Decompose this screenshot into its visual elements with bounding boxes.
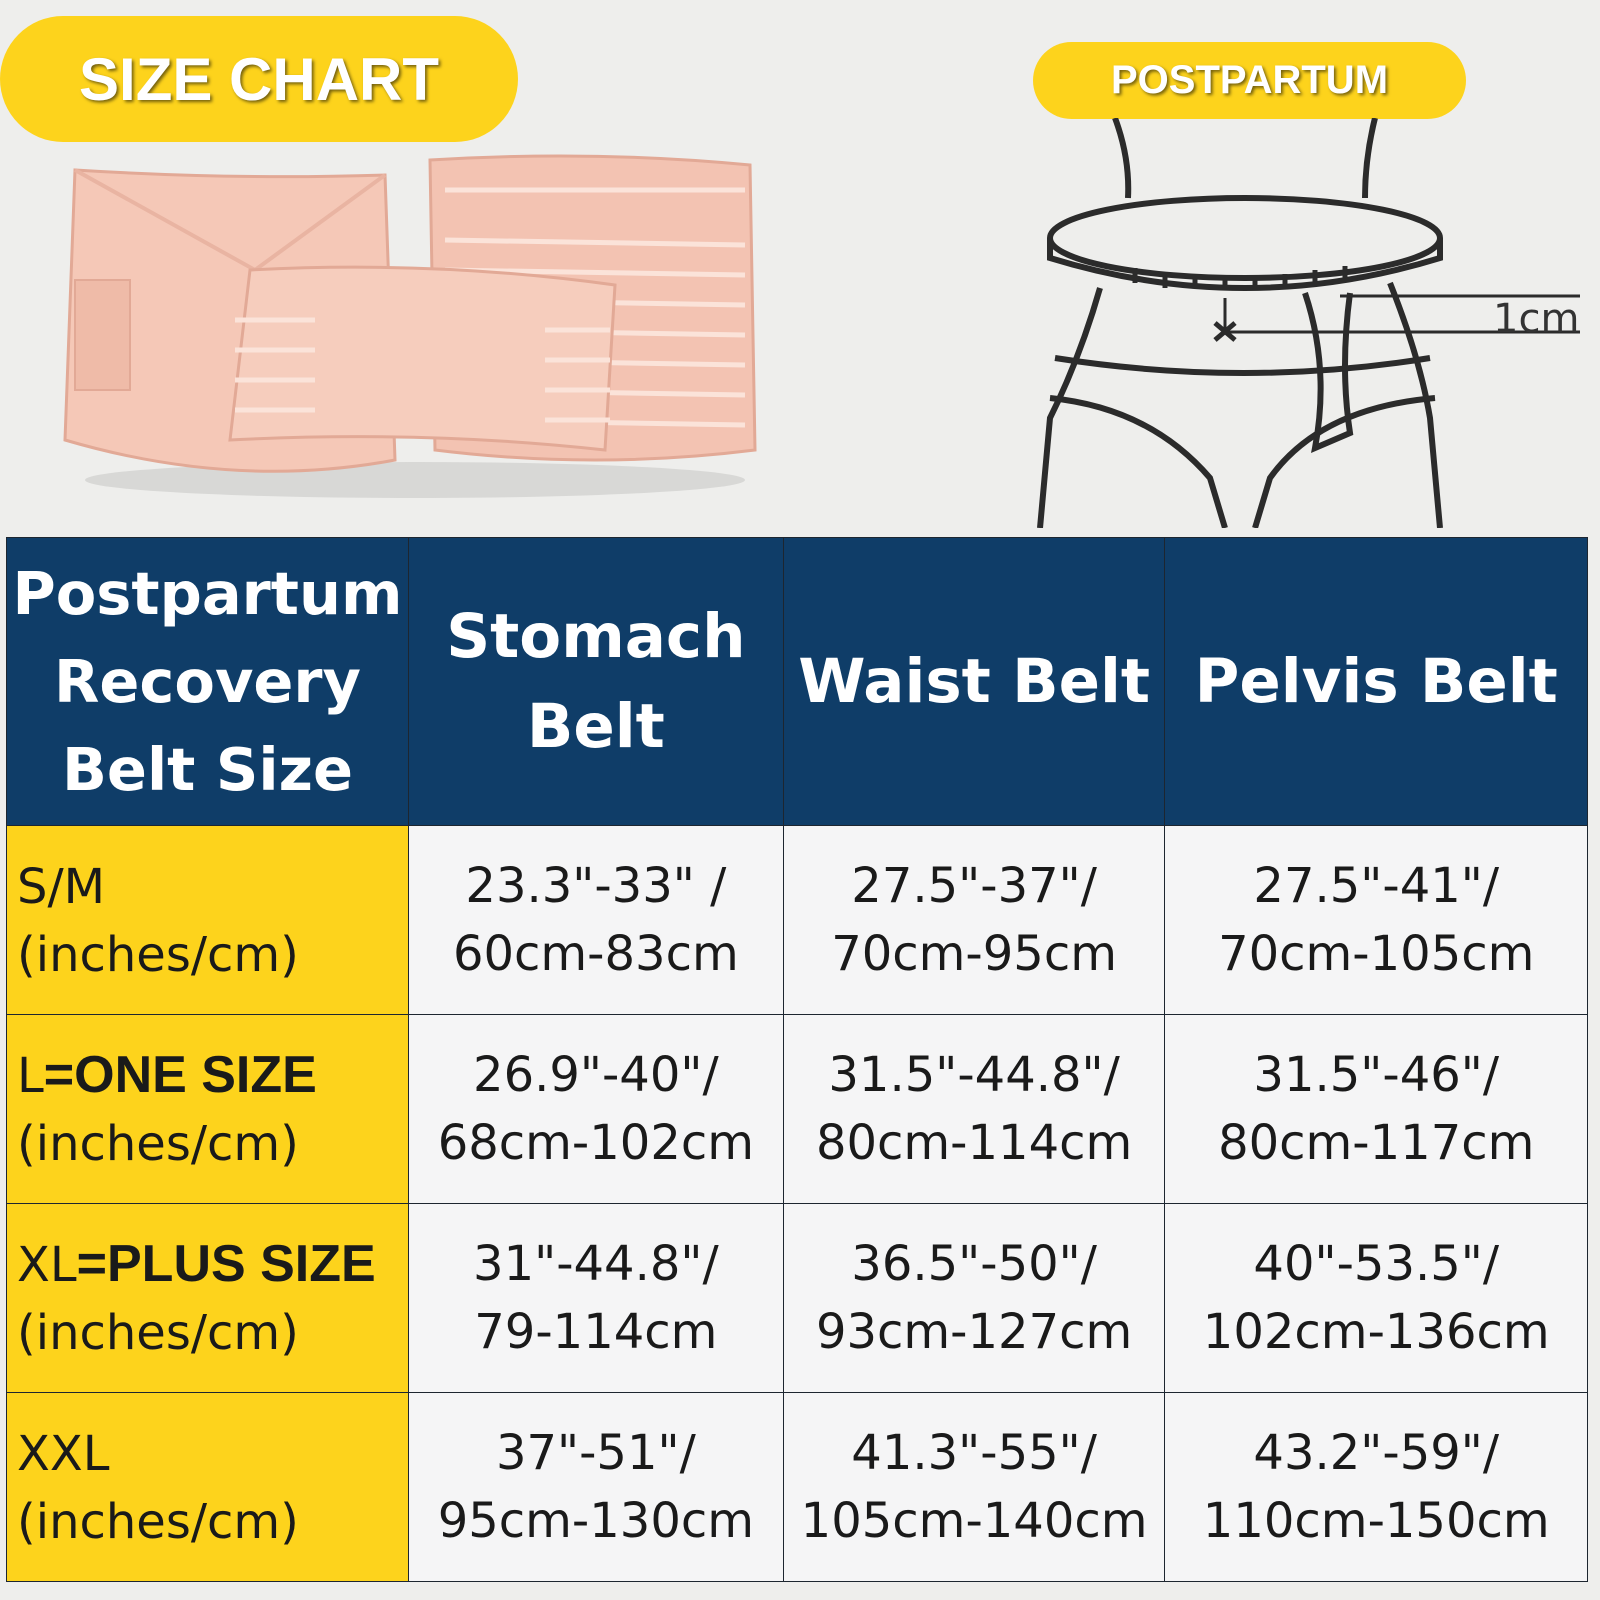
cm-value: 93cm-127cm: [815, 1304, 1133, 1360]
inches-value: 31.5"-44.8"/: [828, 1047, 1120, 1103]
inches-value: 31.5"-46"/: [1253, 1047, 1500, 1103]
table-row: L=ONE SIZE (inches/cm) 26.9"-40"/ 68cm-102…: [6, 1014, 1588, 1204]
inches-value: 40"-53.5"/: [1253, 1236, 1500, 1292]
cm-value: 60cm-83cm: [452, 926, 739, 982]
cm-value: 80cm-114cm: [815, 1115, 1133, 1171]
size-unit: (inches/cm): [17, 1493, 299, 1550]
cm-value: 110cm-150cm: [1202, 1493, 1550, 1549]
pelvis-cell: 31.5"-46"/ 80cm-117cm: [1164, 1014, 1588, 1204]
inches-value: 27.5"-41"/: [1253, 858, 1500, 914]
size-cell: XL=PLUS SIZE (inches/cm): [6, 1203, 409, 1393]
size-cell: L=ONE SIZE (inches/cm): [6, 1014, 409, 1204]
inches-value: 41.3"-55"/: [851, 1425, 1097, 1481]
size-code: XXL: [17, 1425, 110, 1482]
size-chart-title: SIZE CHART: [0, 16, 518, 142]
table-row: XL=PLUS SIZE (inches/cm) 31"-44.8"/ 79-114…: [6, 1203, 1588, 1393]
inches-value: 43.2"-59"/: [1253, 1425, 1500, 1481]
size-cell: S/M (inches/cm): [6, 825, 409, 1015]
stomach-cell: 37"-51"/ 95cm-130cm: [407, 1392, 784, 1582]
waist-cell: 31.5"-44.8"/ 80cm-114cm: [782, 1014, 1166, 1204]
cm-value: 80cm-117cm: [1218, 1115, 1535, 1171]
size-name: =PLUS SIZE: [76, 1234, 376, 1293]
postpartum-label: POSTPARTUM: [1033, 42, 1466, 119]
pelvis-cell: 27.5"-41"/ 70cm-105cm: [1164, 825, 1588, 1015]
header-pelvis-belt: Pelvis Belt: [1164, 537, 1588, 826]
header-stomach-belt: Stomach Belt: [407, 537, 784, 826]
size-unit: (inches/cm): [17, 926, 299, 983]
size-code: XL: [17, 1236, 77, 1293]
size-name: =ONE SIZE: [43, 1045, 317, 1104]
size-cell: XXL (inches/cm): [6, 1392, 409, 1582]
cm-value: 95cm-130cm: [437, 1493, 754, 1549]
inches-value: 23.3"-33" /: [465, 858, 727, 914]
inches-value: 37"-51"/: [495, 1425, 696, 1481]
cm-value: 68cm-102cm: [437, 1115, 754, 1171]
size-code: S/M: [17, 858, 106, 915]
cm-value: 105cm-140cm: [800, 1493, 1148, 1549]
size-code: L: [17, 1047, 44, 1104]
belt-set-image: [63, 154, 757, 498]
inches-value: 27.5"-37"/: [851, 858, 1097, 914]
body-measurement-diagram: [1037, 118, 1580, 528]
stomach-cell: 31"-44.8"/ 79-114cm: [407, 1203, 784, 1393]
pelvis-cell: 40"-53.5"/ 102cm-136cm: [1164, 1203, 1588, 1393]
cm-value: 70cm-95cm: [831, 926, 1117, 982]
waist-cell: 36.5"-50"/ 93cm-127cm: [782, 1203, 1166, 1393]
inches-value: 36.5"-50"/: [851, 1236, 1097, 1292]
cm-value: 70cm-105cm: [1218, 926, 1535, 982]
header-row: Postpartum Recovery Belt Size Stomach Be…: [6, 537, 1588, 826]
header-waist-belt: Waist Belt: [782, 537, 1166, 826]
header-belt-size: Postpartum Recovery Belt Size: [6, 537, 409, 826]
size-unit: (inches/cm): [17, 1115, 299, 1172]
cm-value: 102cm-136cm: [1202, 1304, 1550, 1360]
cm-value: 79-114cm: [474, 1304, 718, 1360]
inches-value: 31"-44.8"/: [473, 1236, 719, 1292]
measure-label: 1cm: [1493, 296, 1580, 342]
inches-value: 26.9"-40"/: [473, 1047, 719, 1103]
size-unit: (inches/cm): [17, 1304, 299, 1361]
table-row: S/M (inches/cm) 23.3"-33" / 60cm-83cm 27.5…: [6, 825, 1588, 1015]
pelvis-cell: 43.2"-59"/ 110cm-150cm: [1164, 1392, 1588, 1582]
waist-cell: 41.3"-55"/ 105cm-140cm: [782, 1392, 1166, 1582]
stomach-cell: 23.3"-33" / 60cm-83cm: [407, 825, 784, 1015]
table-row: XXL (inches/cm) 37"-51"/ 95cm-130cm 41.3"-…: [6, 1392, 1588, 1582]
size-chart-table: Postpartum Recovery Belt Size Stomach Be…: [6, 537, 1588, 1582]
stomach-cell: 26.9"-40"/ 68cm-102cm: [407, 1014, 784, 1204]
waist-cell: 27.5"-37"/ 70cm-95cm: [782, 825, 1166, 1015]
